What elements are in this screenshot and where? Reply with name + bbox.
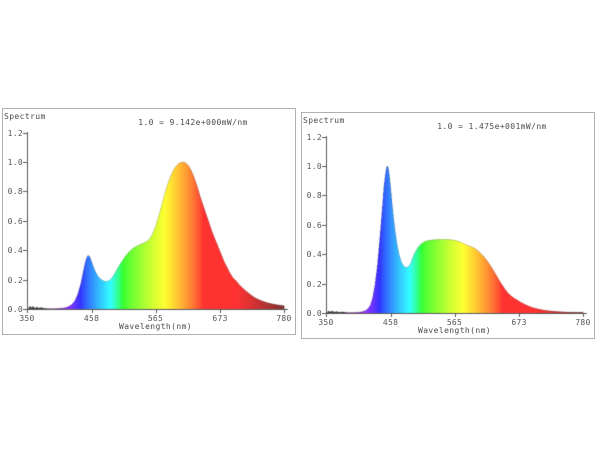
spectrum-panel-left: Spectrum 1.0 = 9.142e+000mW/nm Wavelengt… <box>2 108 296 335</box>
panel-title: Spectrum <box>303 116 345 125</box>
spectrum-panel-right: Spectrum 1.0 = 1.475e+001mW/nm Wavelengt… <box>301 112 595 339</box>
y-tick-label: 0.6 <box>7 216 23 226</box>
y-tick-label: 0.0 <box>7 305 23 314</box>
x-tick-label: 673 <box>511 318 527 327</box>
y-tick-label: 0.6 <box>306 220 322 230</box>
spectrum-plot-canvas <box>302 113 594 338</box>
y-tick-label: 1.0 <box>306 162 322 171</box>
x-tick-label: 673 <box>212 314 228 323</box>
y-tick-label: 0.8 <box>7 187 23 197</box>
y-tick-label: 0.8 <box>306 191 322 201</box>
x-axis-label: Wavelength(nm) <box>118 322 193 331</box>
x-tick-label: 458 <box>382 318 399 327</box>
x-tick-label: 350 <box>19 314 35 323</box>
y-tick-label: 1.0 <box>7 158 23 167</box>
x-axis-label: Wavelength(nm) <box>417 326 492 335</box>
x-tick-label: 780 <box>276 314 292 323</box>
x-tick-label: 458 <box>83 314 100 323</box>
y-tick-label: 0.2 <box>306 279 322 289</box>
y-tick-label: 0.0 <box>306 309 322 318</box>
y-tick-label: 1.2 <box>306 132 322 142</box>
scale-annotation: 1.0 = 9.142e+000mW/nm <box>138 118 248 127</box>
x-tick-label: 350 <box>318 318 334 327</box>
y-tick-label: 0.2 <box>7 275 23 285</box>
x-tick-label: 565 <box>446 318 463 327</box>
spectrum-plot-canvas <box>3 109 295 334</box>
y-tick-label: 0.4 <box>7 246 23 256</box>
y-tick-label: 1.2 <box>7 128 23 138</box>
x-tick-label: 780 <box>575 318 591 327</box>
y-tick-label: 0.4 <box>306 250 322 260</box>
x-tick-label: 565 <box>147 314 164 323</box>
panel-title: Spectrum <box>4 112 46 121</box>
scale-annotation: 1.0 = 1.475e+001mW/nm <box>437 122 547 131</box>
